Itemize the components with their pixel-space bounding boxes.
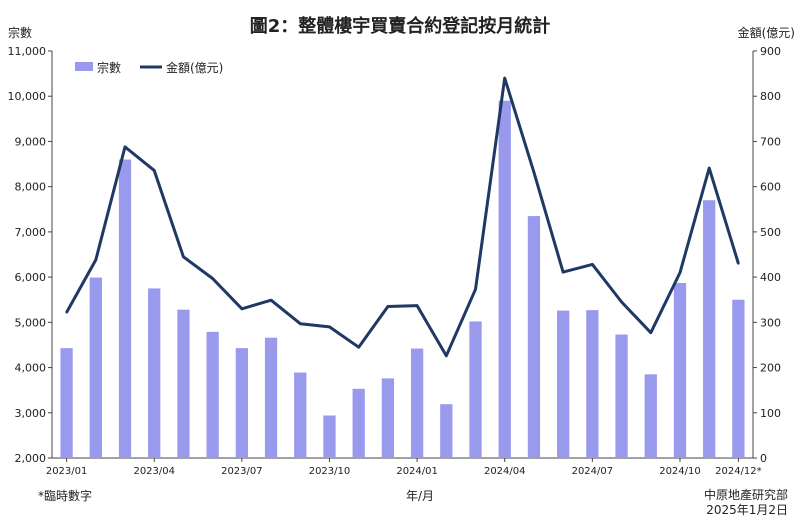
x-tick-label: 2023/04 — [133, 466, 175, 477]
bar — [294, 372, 307, 458]
left-tick-label: 3,000 — [15, 407, 47, 420]
source-label: 中原地產研究部 — [704, 487, 788, 502]
right-tick-label: 0 — [760, 452, 767, 465]
left-axis-title: 宗數 — [8, 25, 32, 40]
bar — [118, 159, 132, 459]
footnote: *臨時數字 — [38, 488, 92, 503]
line-point — [707, 166, 711, 170]
bar — [235, 348, 248, 458]
left-tick-label: 2,000 — [15, 452, 47, 465]
bar — [60, 348, 73, 458]
bar — [615, 334, 628, 458]
bar — [177, 309, 190, 458]
line-point — [153, 169, 156, 172]
line-point — [94, 258, 98, 262]
chart-title: 圖2：整體樓宇買賣合約登記按月統計 — [250, 15, 551, 37]
line-point — [269, 298, 273, 302]
left-tick-label: 6,000 — [15, 271, 47, 284]
right-tick-label: 700 — [760, 135, 781, 148]
legend-bar-swatch — [75, 62, 93, 71]
right-tick-label: 500 — [760, 226, 781, 239]
bar — [148, 288, 161, 458]
line-point — [620, 300, 623, 304]
x-axis-title: 年/月 — [406, 489, 434, 503]
left-tick-label: 5,000 — [15, 316, 47, 329]
line-point — [357, 346, 360, 349]
left-tick-label: 8,000 — [15, 181, 47, 194]
line-point — [678, 271, 682, 274]
bar — [469, 321, 482, 458]
bar — [703, 200, 716, 458]
plot-area: 2,000 3,000 4,000 5,000 6,000 7,000 8,000 9,000… — [8, 45, 782, 477]
legend-line-label: 金額(億元) — [166, 60, 223, 75]
bar — [673, 282, 687, 458]
bar — [498, 100, 511, 458]
x-tick-label: 2024/12* — [715, 466, 762, 477]
x-tick-label: 2023/01 — [46, 466, 88, 477]
bar — [586, 310, 599, 458]
left-tick-label: 11,000 — [8, 45, 47, 58]
right-tick-label: 300 — [760, 316, 781, 329]
line-point — [474, 288, 477, 291]
bar — [381, 378, 395, 458]
bar — [352, 388, 365, 458]
source-date: 2025年1月2日 — [706, 503, 788, 517]
line-point — [591, 263, 594, 266]
left-tick-label: 4,000 — [15, 362, 47, 375]
left-tick-label: 7,000 — [15, 226, 47, 239]
bar — [440, 404, 453, 458]
line-point — [503, 76, 506, 80]
line-point — [240, 307, 244, 310]
right-tick-label: 600 — [760, 181, 781, 194]
x-tick-label: 2023/07 — [221, 466, 263, 477]
line-point — [386, 305, 390, 308]
line-point — [211, 277, 214, 280]
right-axis-title: 金額(億元) — [738, 25, 795, 40]
line-point — [182, 255, 185, 258]
line-point — [123, 145, 127, 149]
right-tick-label: 900 — [760, 45, 781, 58]
bar — [527, 216, 541, 458]
bar — [89, 277, 102, 458]
x-tick-label: 2024/01 — [396, 466, 438, 477]
line-point — [299, 322, 302, 325]
right-tick-label: 800 — [760, 90, 781, 103]
bar — [644, 374, 657, 458]
legend-bar-label: 宗數 — [97, 60, 121, 75]
bar — [206, 331, 219, 458]
x-tick-label: 2024/04 — [484, 466, 526, 477]
line-point — [328, 325, 331, 329]
line-point — [445, 354, 448, 357]
line-point — [532, 170, 536, 174]
bar — [323, 415, 336, 458]
line-point — [737, 262, 740, 265]
line-point — [65, 311, 68, 314]
right-tick-label: 400 — [760, 271, 781, 284]
x-tick-label: 2024/07 — [572, 466, 614, 477]
left-tick-label: 10,000 — [8, 90, 47, 103]
bar — [732, 299, 745, 458]
bar — [557, 310, 570, 458]
right-tick-label: 100 — [760, 407, 781, 420]
bar — [410, 348, 424, 458]
x-tick-label: 2024/10 — [659, 466, 701, 477]
left-tick-label: 9,000 — [15, 135, 47, 148]
right-tick-label: 200 — [760, 362, 781, 375]
legend: 宗數 金額(億元) — [75, 60, 223, 75]
amount-line — [65, 76, 740, 358]
line-point — [649, 331, 652, 334]
bar — [264, 337, 278, 458]
x-tick-label: 2023/10 — [309, 466, 351, 477]
line-point — [561, 270, 565, 274]
line-point — [415, 304, 419, 307]
